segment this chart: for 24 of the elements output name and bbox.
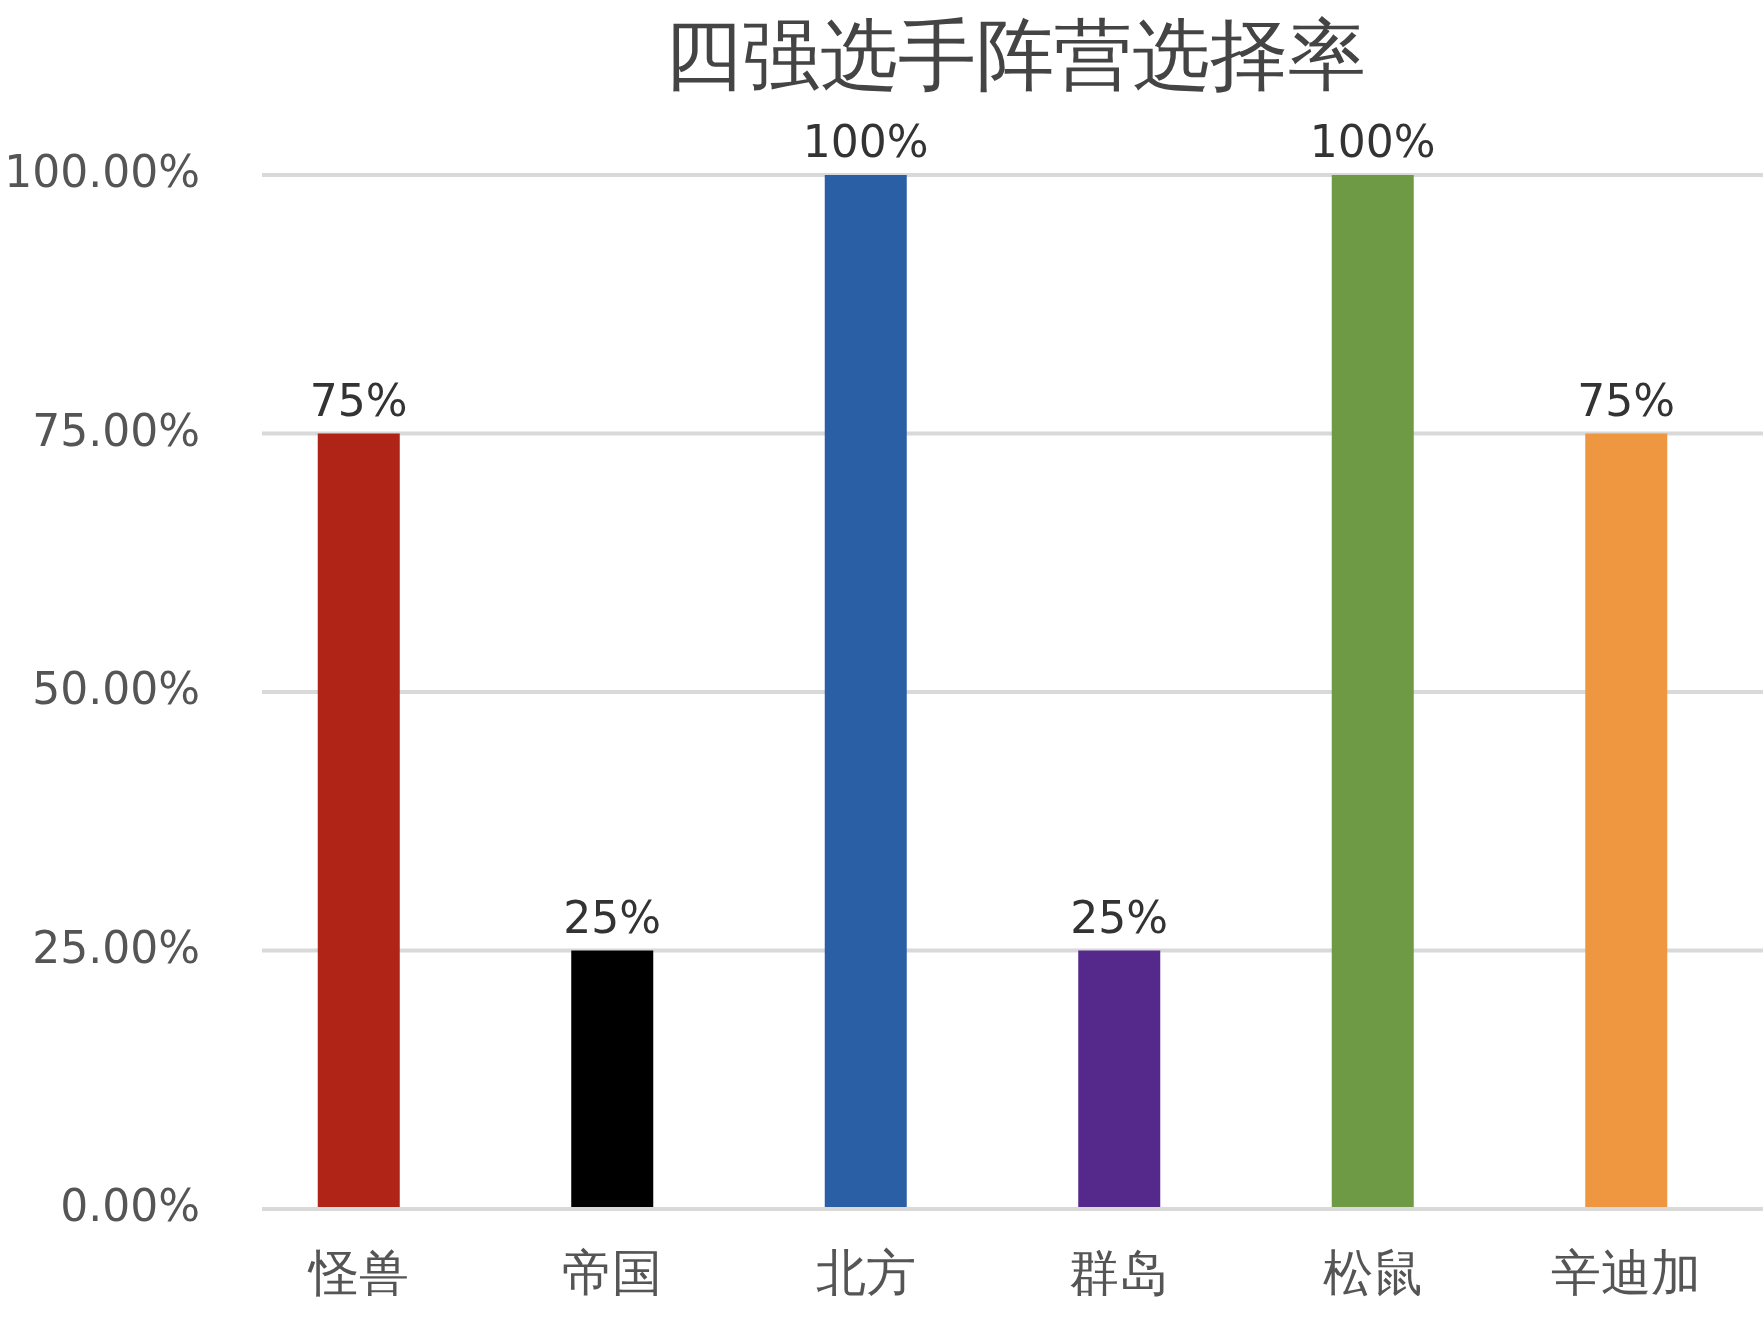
bar xyxy=(824,175,907,1209)
data-label: 100% xyxy=(1309,116,1436,167)
x-tick-label: 辛迪加 xyxy=(1551,1244,1702,1302)
y-tick-label: 50.00% xyxy=(32,663,200,714)
y-tick-label: 25.00% xyxy=(32,921,200,973)
data-label: 100% xyxy=(802,116,929,167)
data-label: 25% xyxy=(563,891,662,943)
x-tick-label: 帝国 xyxy=(562,1244,663,1302)
x-tick-label: 群岛 xyxy=(1069,1244,1170,1302)
x-tick-label: 北方 xyxy=(815,1244,916,1302)
chart-title: 四强选手阵营选择率 xyxy=(664,10,1366,100)
bar xyxy=(571,950,654,1209)
y-tick-label: 0.00% xyxy=(60,1180,200,1231)
data-label: 75% xyxy=(309,374,408,426)
data-label: 75% xyxy=(1577,374,1676,426)
bar xyxy=(1331,175,1414,1209)
data-label: 25% xyxy=(1070,891,1169,943)
bar xyxy=(1078,950,1161,1209)
y-tick-label: 100.00% xyxy=(4,146,200,197)
y-tick-label: 75.00% xyxy=(32,404,200,456)
x-tick-label: 怪兽 xyxy=(306,1244,409,1302)
x-tick-label: 松鼠 xyxy=(1322,1244,1423,1302)
bar xyxy=(1585,433,1668,1209)
bar xyxy=(317,433,400,1209)
